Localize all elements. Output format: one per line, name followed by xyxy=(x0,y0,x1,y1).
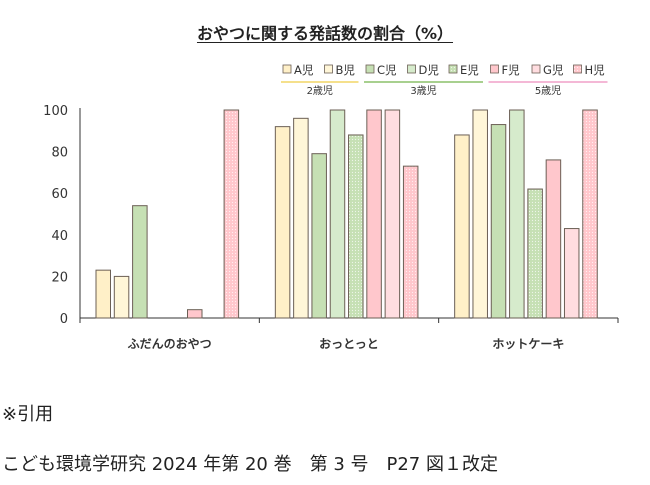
bar-C児-おっとっと xyxy=(311,153,327,319)
y-tick-label: 60 xyxy=(51,187,68,202)
y-tick-label: 80 xyxy=(51,146,68,161)
bar-chart: 0 20 40 60 80 100 ふだんのおやつ おっとっと ホットケーキ A児 B児 C児 D児 E児… xyxy=(43,63,619,351)
legend-label: D児 xyxy=(419,63,440,77)
bar-H児-ホットケーキ xyxy=(582,109,598,319)
x-category-label: ホットケーキ xyxy=(492,337,564,351)
legend-swatch xyxy=(531,64,541,74)
bar-G児-ホットケーキ xyxy=(563,228,580,319)
x-category-label: ふだんのおやつ xyxy=(128,337,212,351)
legend-label: E児 xyxy=(460,63,479,77)
bar-C児-ふだんのおやつ xyxy=(132,205,148,319)
bar-B児-ホットケーキ xyxy=(472,109,488,319)
bar-A児-おっとっと xyxy=(274,126,291,319)
age-group-label: 2歳児 xyxy=(307,85,333,97)
legend-swatch xyxy=(282,64,292,74)
legend-label: A児 xyxy=(294,63,314,77)
legend-label: C児 xyxy=(377,63,397,77)
legend-swatch xyxy=(573,64,582,74)
chart-title: おやつに関する発話数の割合（%） xyxy=(196,24,454,43)
legend-swatch xyxy=(448,64,458,74)
bar-A児-ホットケーキ xyxy=(454,134,470,319)
bar-C児-ホットケーキ xyxy=(490,124,507,319)
legend-swatch xyxy=(490,64,499,74)
age-group-label: 5歳児 xyxy=(535,85,561,97)
y-tick-label: 100 xyxy=(43,104,68,119)
legend-swatch xyxy=(365,64,375,74)
y-tick-label: 0 xyxy=(60,312,68,327)
y-tick-label: 20 xyxy=(51,270,68,285)
x-category-label: おっとっと xyxy=(319,337,379,351)
legend-swatch xyxy=(324,64,333,74)
legend-label: H児 xyxy=(585,63,606,77)
bar-E児-ホットケーキ xyxy=(527,188,543,319)
bar-H児-おっとっと xyxy=(402,165,419,319)
bar-B児-おっとっと xyxy=(293,117,309,319)
age-group-label: 3歳児 xyxy=(410,85,436,97)
bar-G児-おっとっと xyxy=(384,109,401,319)
bar-H児-ふだんのおやつ xyxy=(223,109,240,319)
bar-E児-おっとっと xyxy=(348,134,364,319)
citation-label: ※引用 xyxy=(2,404,54,425)
legend-swatch xyxy=(407,64,416,74)
legend-label: F児 xyxy=(502,63,521,77)
y-tick-label: 40 xyxy=(51,229,68,244)
bar-A児-ふだんのおやつ xyxy=(95,269,111,319)
bar-D児-おっとっと xyxy=(329,109,346,319)
bar-D児-ホットケーキ xyxy=(509,109,525,319)
citation-source: こども環境学研究 2024 年第 20 巻 第 3 号 P27 図１改定 xyxy=(2,454,498,475)
legend-label: G児 xyxy=(543,63,564,77)
bar-F児-おっとっと xyxy=(366,109,382,319)
bar-F児-ホットケーキ xyxy=(545,159,562,319)
bar-B児-ふだんのおやつ xyxy=(113,275,130,319)
legend-label: B児 xyxy=(336,63,356,77)
bar-F児-ふだんのおやつ xyxy=(187,309,203,319)
